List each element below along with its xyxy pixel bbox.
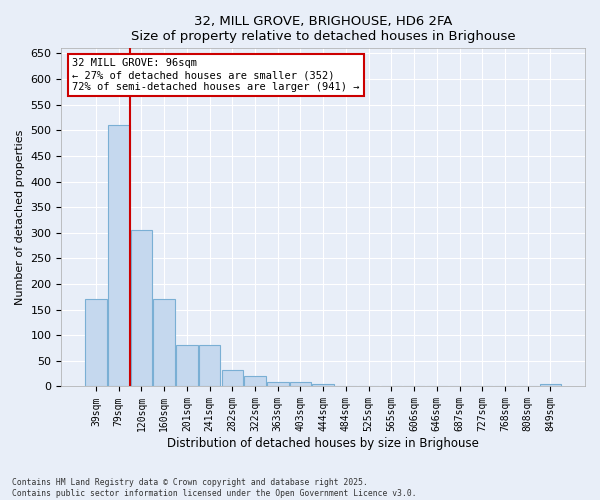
Bar — [539, 384, 561, 386]
Bar — [267, 382, 289, 386]
Bar — [108, 125, 130, 386]
X-axis label: Distribution of detached houses by size in Brighouse: Distribution of detached houses by size … — [167, 437, 479, 450]
Bar — [244, 376, 266, 386]
Bar — [290, 382, 311, 386]
Text: Contains HM Land Registry data © Crown copyright and database right 2025.
Contai: Contains HM Land Registry data © Crown c… — [12, 478, 416, 498]
Bar — [199, 346, 220, 387]
Text: 32 MILL GROVE: 96sqm
← 27% of detached houses are smaller (352)
72% of semi-deta: 32 MILL GROVE: 96sqm ← 27% of detached h… — [72, 58, 359, 92]
Bar — [176, 346, 197, 387]
Y-axis label: Number of detached properties: Number of detached properties — [15, 130, 25, 305]
Bar — [154, 300, 175, 386]
Bar — [221, 370, 243, 386]
Title: 32, MILL GROVE, BRIGHOUSE, HD6 2FA
Size of property relative to detached houses : 32, MILL GROVE, BRIGHOUSE, HD6 2FA Size … — [131, 15, 515, 43]
Bar — [85, 300, 107, 386]
Bar — [131, 230, 152, 386]
Bar — [313, 384, 334, 386]
